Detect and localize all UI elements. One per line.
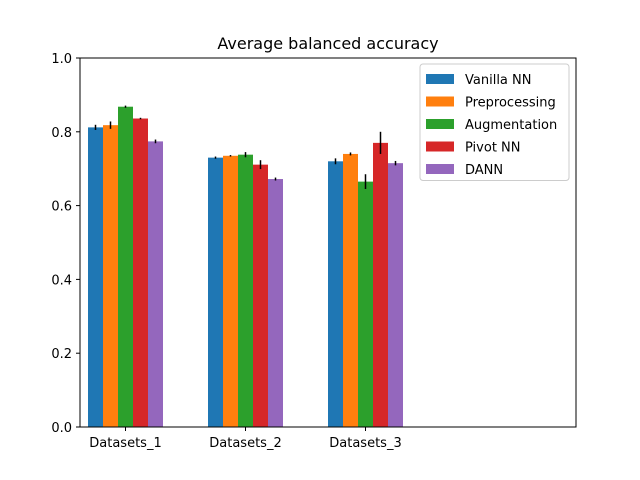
- x-tick-label: Datasets_1: [89, 436, 161, 451]
- legend: Vanilla NN Preprocessing Augmentation Pivot…: [419, 63, 570, 181]
- bars-group: [88, 106, 403, 428]
- legend-swatch: [426, 96, 454, 107]
- y-tick-label: 1.0: [51, 52, 72, 67]
- axes-frame: [79, 57, 577, 428]
- legend-swatch: [426, 74, 454, 84]
- bar: [373, 142, 388, 427]
- bar: [223, 155, 238, 427]
- bar: [238, 154, 253, 428]
- y-tick-label: 0.2: [51, 347, 72, 362]
- bar: [343, 153, 358, 427]
- bar: [133, 118, 148, 428]
- bar: [103, 125, 118, 428]
- legend-label: Vanilla NN: [465, 73, 531, 88]
- legend-label: DANN: [465, 163, 503, 178]
- chart-title: Average balanced accuracy: [217, 34, 438, 53]
- bar: [208, 157, 223, 427]
- bar: [88, 127, 103, 427]
- y-tick-label: 0.8: [51, 126, 72, 141]
- error-bars-group: [94, 105, 397, 189]
- y-tick-label: 0.4: [51, 273, 72, 288]
- x-tick-label: Datasets_2: [209, 436, 281, 451]
- bar: [268, 179, 283, 427]
- bar: [328, 161, 343, 427]
- bar: [148, 141, 163, 428]
- legend-box: [419, 63, 570, 181]
- legend-swatch: [426, 141, 454, 152]
- legend-label: Pivot NN: [465, 141, 521, 156]
- x-tick-label: Datasets_3: [329, 436, 401, 451]
- legend-swatch: [426, 164, 454, 174]
- bar: [253, 164, 268, 428]
- y-tick-label: 0.0: [51, 421, 72, 436]
- legend-label: Augmentation: [465, 118, 557, 133]
- legend-swatch: [426, 119, 454, 129]
- axes-group: 0.0 0.2 0.4 0.6 0.8 1.0 Datasets_1 Datasets_2 Da…: [51, 52, 577, 451]
- bar: [388, 163, 403, 428]
- legend-label: Preprocessing: [465, 96, 556, 111]
- bar: [118, 106, 133, 427]
- bar: [358, 181, 373, 427]
- y-tick-label: 0.6: [51, 200, 72, 215]
